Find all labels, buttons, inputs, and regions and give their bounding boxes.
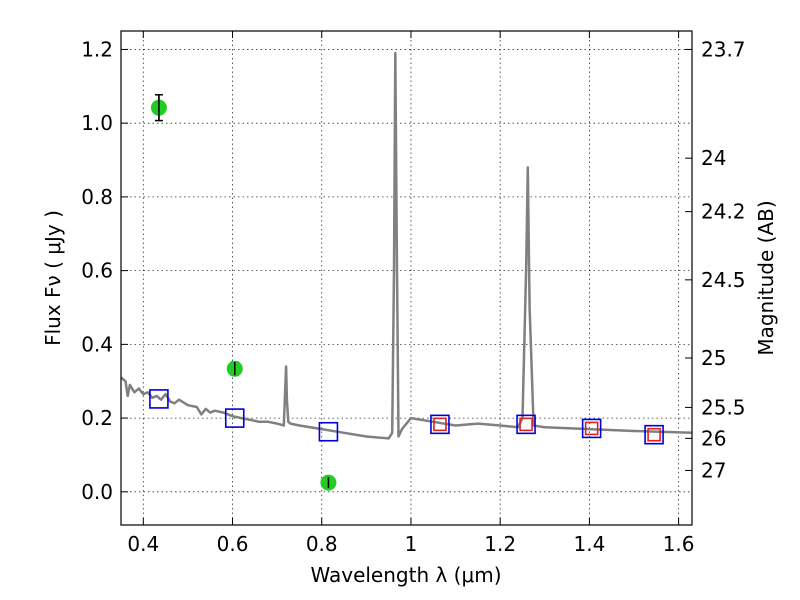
right-tick-label: 25 <box>701 346 726 370</box>
x-tick-label: 1.2 <box>484 532 516 556</box>
model-square-red <box>519 417 533 432</box>
x-tick-label: 0.8 <box>306 532 338 556</box>
right-tick-label: 25.5 <box>701 395 746 419</box>
y-tick-label: 1.0 <box>81 111 113 135</box>
x-tick-label: 1.4 <box>573 532 605 556</box>
spectrum-line <box>120 51 693 440</box>
right-tick-label: 24.2 <box>701 200 746 224</box>
right-tick-label: 24.5 <box>701 268 746 292</box>
y-tick-label: 0.2 <box>81 406 113 430</box>
y-tick-label: 1.2 <box>81 37 113 61</box>
x-tick-label: 1.6 <box>663 532 695 556</box>
y-tick-label: 0.0 <box>81 480 113 504</box>
grid-lines <box>121 31 692 525</box>
plot-area <box>120 51 693 491</box>
y-axis-label: Flux Fν ( μJy ) <box>41 210 65 346</box>
plot-frame <box>120 30 693 526</box>
right-axis-label: Magnitude (AB) <box>754 200 778 355</box>
axis-ticks: 0.4 0.6 0.8 1 1.2 1.4 1.6 0.0 0.2 0.4 0.6 0.8 1.0 1.2… <box>81 31 746 556</box>
right-tick-label: 24 <box>701 146 726 170</box>
x-axis-label: Wavelength λ (μm) <box>310 563 501 587</box>
y-tick-label: 0.6 <box>81 259 113 283</box>
model-square-blue <box>581 418 602 439</box>
model-square-red <box>433 417 447 432</box>
model-square-blue <box>644 424 664 445</box>
model-square-blue <box>149 389 169 409</box>
right-tick-label: 27 <box>701 458 726 482</box>
model-square-blue <box>430 414 450 435</box>
model-square-red <box>584 421 599 436</box>
y-tick-label: 0.8 <box>81 185 113 209</box>
x-tick-label: 0.4 <box>127 532 159 556</box>
right-tick-label: 26 <box>701 426 726 450</box>
x-tick-label: 0.6 <box>217 532 249 556</box>
right-tick-label: 23.7 <box>701 37 746 61</box>
x-tick-label: 1 <box>405 532 418 556</box>
y-tick-label: 0.4 <box>81 332 113 356</box>
model-square-blue <box>318 421 339 442</box>
model-square-blue <box>224 408 245 428</box>
model-square-red <box>647 427 661 442</box>
model-square-blue <box>516 414 536 435</box>
